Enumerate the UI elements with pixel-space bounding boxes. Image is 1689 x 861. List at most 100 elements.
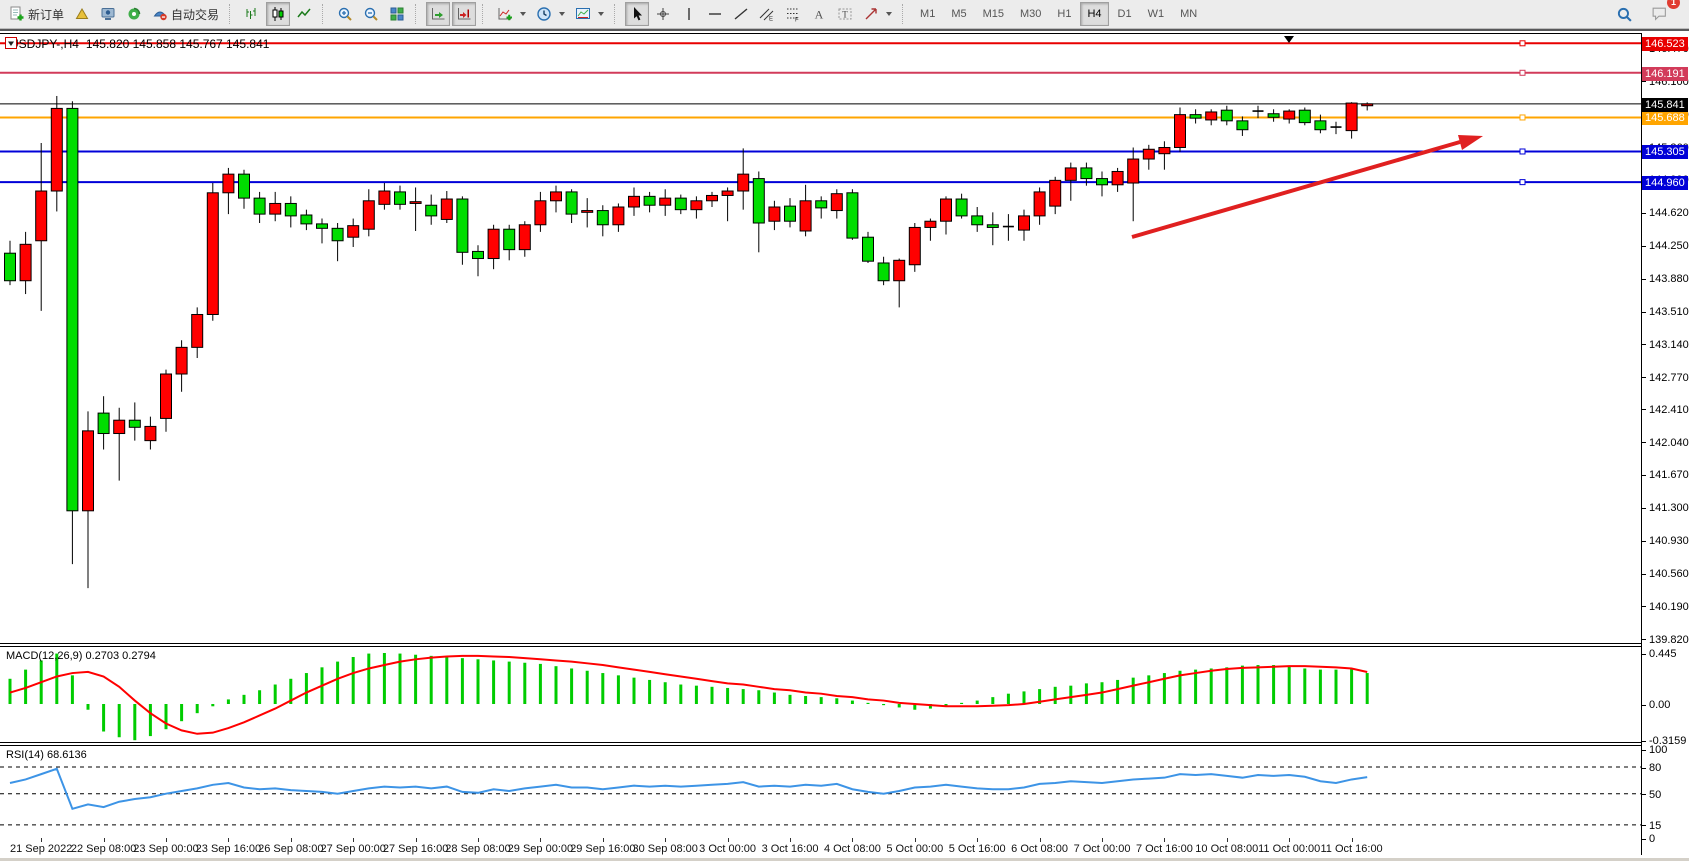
timeframe-mn[interactable]: MN: [1173, 2, 1204, 26]
trendline-button[interactable]: [729, 2, 753, 26]
periods-button[interactable]: [532, 2, 569, 26]
level-146.523-handle[interactable]: [1519, 40, 1526, 47]
level-144.960-handle[interactable]: [1519, 179, 1526, 186]
rsi-panel[interactable]: RSI(14) 68.6136: [0, 745, 1641, 839]
zoom-in-button[interactable]: [333, 2, 357, 26]
bear-candle: [1267, 113, 1280, 118]
price-level-label: 145.305: [1642, 145, 1688, 160]
time-tick: [790, 838, 791, 842]
main-chart-canvas[interactable]: [0, 34, 1641, 643]
trend-arrow-annotation[interactable]: [1131, 135, 1483, 239]
bear-candle: [456, 198, 469, 253]
timeframe-m15[interactable]: M15: [976, 2, 1011, 26]
chat-button[interactable]: [1647, 1, 1672, 25]
time-axis-label: 23 Sep 16:00: [195, 843, 262, 855]
crosshair-button[interactable]: [651, 2, 675, 26]
timeframe-h4[interactable]: H4: [1080, 2, 1109, 26]
time-axis-label: 28 Sep 08:00: [445, 843, 511, 855]
level-145.688-handle[interactable]: [1519, 114, 1526, 121]
macd-hist-bar: [24, 669, 28, 704]
macd-hist-bar: [570, 668, 574, 704]
macd-hist-bar: [1272, 665, 1276, 704]
rsi-canvas[interactable]: [0, 746, 1641, 838]
bear-candle: [66, 107, 79, 512]
new-order-button[interactable]: 新订单: [5, 2, 68, 26]
timeframe-m30[interactable]: M30: [1013, 2, 1048, 26]
timeframe-m1[interactable]: M1: [913, 2, 942, 26]
price-level-label: 144.960: [1642, 176, 1688, 191]
news-button[interactable]: [122, 2, 146, 26]
bull-candle: [830, 193, 843, 212]
macd-panel[interactable]: MACD(12,26,9) 0.2703 0.2794: [0, 646, 1641, 743]
macd-hist-bar: [1209, 668, 1213, 704]
bull-candle: [440, 198, 453, 220]
macd-hist-bar: [913, 704, 917, 710]
trend-arrow-line[interactable]: [1131, 140, 1461, 239]
macd-hist-bar: [788, 694, 792, 704]
fibonacci-button[interactable]: F: [781, 2, 805, 26]
shapes-button[interactable]: [859, 2, 896, 26]
bear-candle: [862, 236, 874, 262]
bull-candle: [113, 419, 126, 435]
label-button[interactable]: T: [833, 2, 857, 26]
time-tick: [1039, 838, 1041, 842]
text-button[interactable]: A: [807, 2, 831, 26]
chart-shift-button[interactable]: [452, 2, 477, 26]
time-axis-label: 3 Oct 16:00: [761, 843, 819, 855]
chart-shift-marker-icon[interactable]: [1284, 36, 1294, 43]
time-axis[interactable]: 21 Sep 2022 22 Sep 08:00 23 Sep 00:00 23 Se…: [0, 838, 1641, 858]
bull-candle: [1033, 191, 1046, 217]
bar-chart-button[interactable]: [240, 2, 264, 26]
line-chart-button[interactable]: [292, 2, 316, 26]
price-level-lines[interactable]: [0, 40, 1641, 186]
level-146.191-handle[interactable]: [1519, 69, 1526, 76]
channel-button[interactable]: E: [755, 2, 779, 26]
timeframe-d1[interactable]: D1: [1111, 2, 1139, 26]
current-price-label: 145.841: [1642, 97, 1688, 112]
auto-scroll-button[interactable]: [426, 2, 451, 26]
bull-candle: [144, 425, 157, 442]
macd-hist-bar: [1365, 673, 1369, 704]
bull-candle: [581, 210, 594, 213]
time-axis-label: 4 Oct 08:00: [823, 843, 881, 855]
level-145.305-handle[interactable]: [1519, 148, 1526, 155]
macd-hist-bar: [991, 697, 995, 704]
vertical-line-button[interactable]: [677, 2, 701, 26]
timeframe-h1[interactable]: H1: [1050, 2, 1078, 26]
price-axis[interactable]: 146.470146.100145.730145.360144.990144.6…: [1641, 33, 1689, 855]
macd-hist-bar: [694, 685, 698, 704]
timeframe-w1[interactable]: W1: [1141, 2, 1172, 26]
time-axis-label: 5 Oct 00:00: [886, 843, 944, 855]
cursor-button[interactable]: [625, 2, 650, 26]
time-axis-label: 11 Oct 16:00: [1320, 843, 1383, 855]
time-axis-label: 23 Sep 00:00: [133, 843, 199, 855]
macd-hist-bar: [273, 684, 277, 704]
toolbar-separator: [415, 4, 422, 24]
candlestick-button[interactable]: [266, 2, 291, 26]
macd-hist-bar: [523, 662, 527, 704]
macd-hist-bar: [928, 704, 932, 709]
macd-canvas[interactable]: [0, 647, 1641, 742]
hline-icon: [707, 6, 723, 22]
chevron-down-icon: [559, 12, 566, 16]
macd-hist-bar: [835, 698, 839, 704]
autotrading-button[interactable]: 自动交易: [148, 2, 223, 26]
time-tick: [1289, 838, 1291, 842]
horizontal-line-button[interactable]: [703, 2, 727, 26]
bull-candle: [1018, 215, 1030, 231]
trendline-icon: [733, 6, 749, 22]
templates-button[interactable]: [571, 2, 608, 26]
search-button[interactable]: [1612, 2, 1637, 26]
main-chart-panel[interactable]: USDJPY-,H4 145.820 145.858 145.767 145.8…: [0, 33, 1641, 644]
metaeditor-button[interactable]: [70, 2, 94, 26]
virtual-hosting-button[interactable]: [96, 2, 120, 26]
bull-candle: [1361, 103, 1374, 107]
macd-hist-bar: [616, 675, 620, 704]
tile-windows-button[interactable]: [385, 2, 409, 26]
bull-candle: [347, 225, 360, 238]
macd-hist-bar: [226, 699, 230, 704]
timeframe-m5[interactable]: M5: [944, 2, 973, 26]
price-level-label: 146.191: [1642, 66, 1688, 81]
zoom-out-button[interactable]: [359, 2, 383, 26]
indicators-button[interactable]: [493, 2, 530, 26]
